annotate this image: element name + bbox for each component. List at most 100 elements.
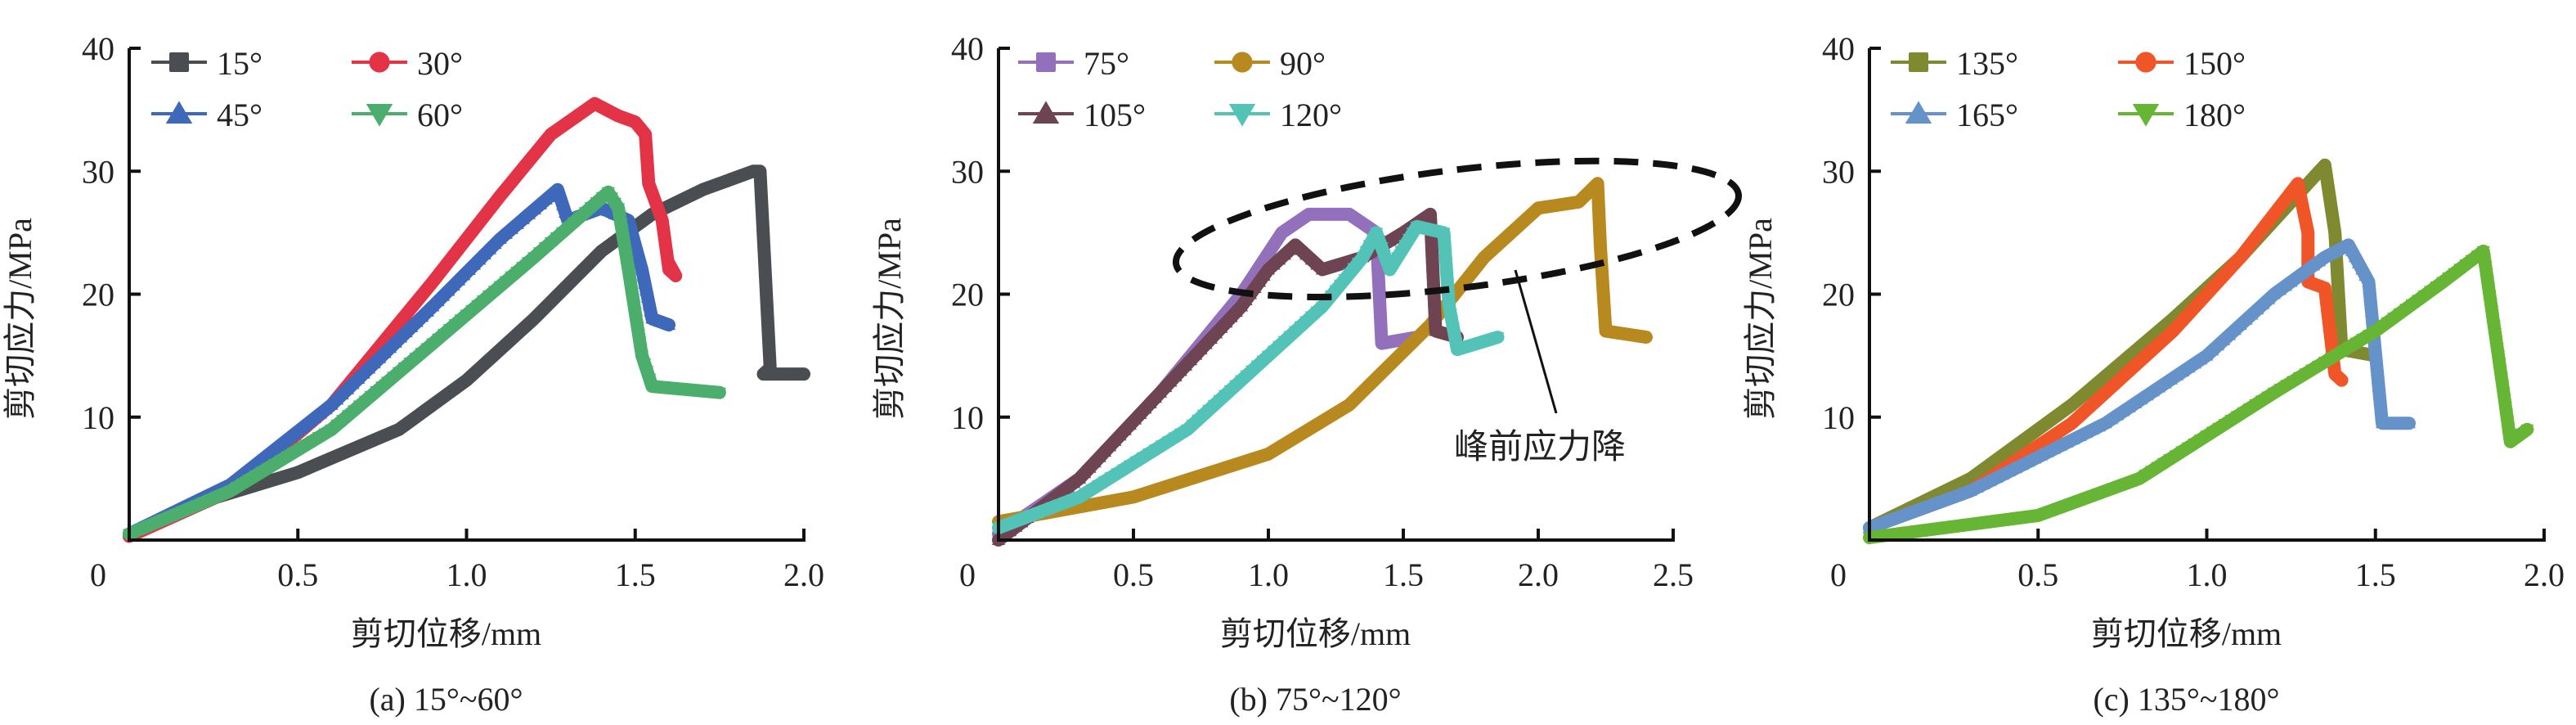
data-point [2430,281,2444,293]
data-point [420,343,434,355]
data-point [1252,275,1267,287]
y-tick-label: 20 [82,277,114,313]
data-point [2085,423,2100,435]
data-point [2327,213,2338,223]
data-point [2362,275,2376,287]
data-point [375,381,389,393]
data-point [619,249,633,261]
data-point [2490,343,2504,354]
data-point [1288,238,1303,250]
legend-marker [1036,52,1056,72]
data-point [2188,438,2201,450]
data-point [267,459,281,471]
data-point [2412,295,2426,307]
data-point [2318,357,2331,368]
legend-marker [1228,104,1256,127]
x-tick-label: 0 [90,556,106,593]
legend-item: 150° [2118,45,2246,82]
data-point [630,314,644,326]
data-point [1245,365,1259,377]
data-point [1376,331,1387,341]
annotation-label: 峰前应力降 [1454,428,1626,466]
data-point [2015,458,2029,471]
data-point [409,353,423,364]
data-point [624,278,638,290]
data-point [613,110,624,121]
data-point [1142,448,1156,460]
data-point [2483,290,2497,303]
data-point [2362,330,2376,342]
data-point [631,249,645,261]
data-point [2442,272,2456,284]
data-point [1592,186,1604,196]
y-tick-label: 20 [951,277,984,313]
data-point [2319,160,2330,170]
data-point [635,350,649,362]
data-point [358,395,372,408]
data-point [2156,457,2171,470]
panel-caption: (a) 15°~60° [369,681,523,718]
data-point [2363,290,2377,302]
data-point [1442,294,1456,306]
data-point [2482,283,2496,295]
data-point [471,299,485,312]
data-point [595,191,609,204]
data-point [643,373,657,385]
data-point [2261,391,2275,403]
data-point [2312,360,2326,372]
data-point [1304,311,1318,323]
data-point [2230,411,2245,423]
x-tick-label: 0 [1830,556,1847,593]
annotation-leader-line [1514,269,1558,414]
panel-c: 10 20 30 40 0 0.5 1.0 1.5 2.0 剪切位移/mm 剪切应力/MPa (c) … [1742,30,2565,718]
data-point [615,226,629,238]
data-point [1594,224,1605,235]
data-point [2122,401,2136,412]
data-point [2479,261,2493,272]
series-line [1863,177,2349,534]
data-point [522,257,536,269]
data-point [1446,322,1461,335]
data-point [2218,418,2233,430]
data-point [1374,279,1384,290]
data-point [2502,422,2515,435]
data-point [636,270,650,282]
data-point [2267,387,2282,399]
data-point [1288,326,1303,338]
legend-label: 30° [417,45,463,82]
data-point [617,233,631,245]
data-point [1439,257,1453,269]
data-point [2255,395,2269,408]
data-point [2323,182,2333,193]
data-point [2499,408,2514,421]
legend-label: 180° [2183,97,2246,133]
data-point [1299,248,1313,260]
data-point [2375,322,2389,333]
data-point [1977,478,1990,490]
data-point [2484,298,2497,310]
legend-label: 105° [1084,97,1146,133]
data-point [299,439,313,452]
data-point [280,451,294,463]
legend-label: 60° [417,97,463,133]
data-point [625,286,639,298]
data-point [1374,294,1384,304]
panel-a: 10 20 30 40 0 0.5 1.0 1.5 2.0 剪切位移/mm 剪切应力/MPa (a) … [2,30,824,718]
data-point [293,444,307,456]
data-point [163,511,177,524]
data-point [2206,426,2220,439]
data-point [1436,326,1450,339]
data-point [1445,316,1459,327]
data-point [595,201,608,214]
legend-item: 90° [1214,45,1326,82]
data-point [2111,408,2125,421]
data-point [2035,448,2049,461]
data-point [1180,424,1195,436]
data-point [2104,412,2119,425]
data-point [149,517,164,529]
data-point [2047,442,2061,454]
data-point [1234,299,1249,312]
data-point [1373,264,1384,275]
data-point [169,508,183,520]
data-point [626,293,640,305]
